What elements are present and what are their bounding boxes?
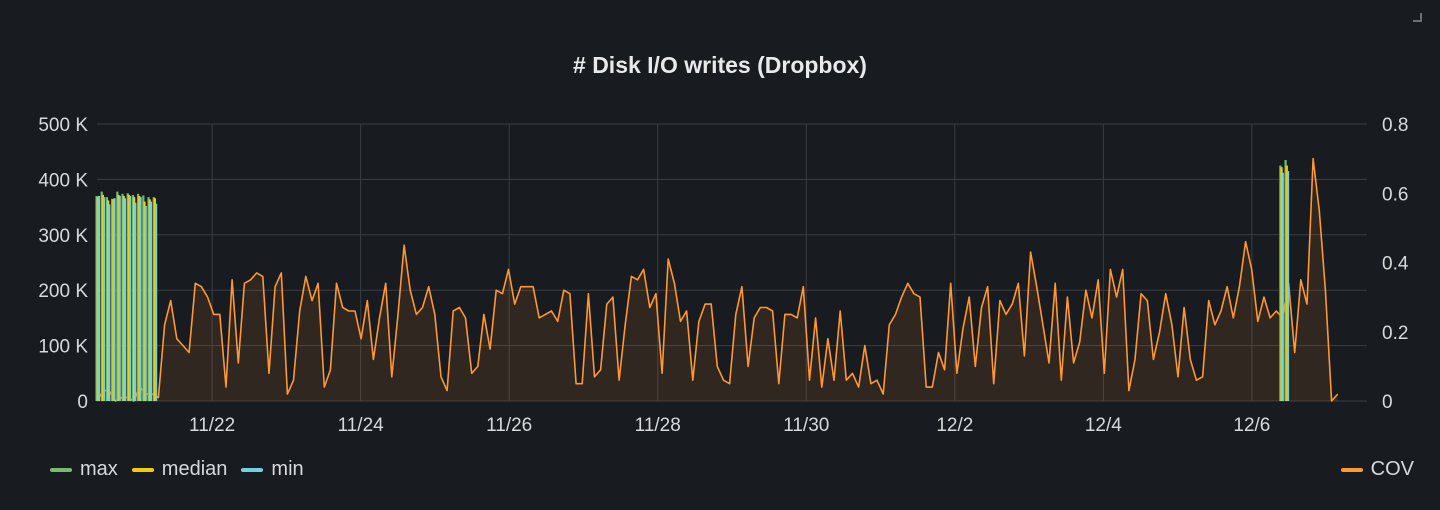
y-right-tick-label: 0.4 — [1382, 254, 1409, 275]
bar-min — [129, 196, 132, 401]
y-right-tick-label: 0.6 — [1382, 184, 1408, 205]
bar-min — [134, 202, 137, 401]
bar-min — [108, 204, 111, 401]
bar-min — [118, 196, 121, 401]
bar-max — [121, 193, 124, 401]
bar-max — [95, 196, 98, 401]
legend-item-max[interactable]: max — [50, 458, 118, 481]
legend-item-cov[interactable]: COV — [1340, 458, 1414, 481]
bar-min — [113, 198, 116, 401]
legend-label-max: max — [80, 458, 118, 480]
bar-max — [152, 197, 155, 401]
legend-swatch-cov — [1340, 467, 1363, 472]
bar-min — [139, 197, 142, 401]
bar-min — [123, 198, 127, 401]
x-tick-label: 12/2 — [936, 415, 973, 436]
legend-label-min: min — [271, 458, 304, 480]
bar-max — [111, 198, 114, 401]
bar-median — [1280, 167, 1283, 401]
panel-resize-icon[interactable] — [1412, 12, 1422, 22]
bar-min — [149, 201, 153, 401]
x-tick-label: 11/30 — [783, 415, 829, 436]
bar-median — [96, 197, 99, 401]
bar-median — [107, 200, 110, 401]
bar-median — [117, 194, 120, 401]
y-right-tick-label: 0.8 — [1382, 115, 1408, 136]
legend-item-median[interactable]: median — [131, 458, 228, 481]
bar-median — [101, 194, 105, 401]
x-tick-label: 11/24 — [338, 415, 385, 436]
y-right-tick-label: 0.2 — [1382, 323, 1408, 344]
cov-area — [97, 158, 1338, 401]
bar-median — [133, 197, 136, 401]
y-right-tick-label: 0 — [1382, 392, 1393, 413]
x-tick-label: 11/26 — [486, 415, 532, 436]
bar-median — [148, 199, 151, 401]
bar-median — [127, 194, 131, 401]
legend-right: COV — [1340, 458, 1414, 481]
cov-line — [96, 157, 1339, 402]
bar-max — [116, 191, 119, 401]
bar-max — [1279, 165, 1282, 401]
x-tick-label: 12/6 — [1233, 415, 1270, 436]
legend-swatch-max — [50, 467, 72, 472]
bar-min — [1286, 171, 1290, 401]
legend-swatch-min — [241, 467, 264, 472]
y-left-tick-label: 0 — [77, 392, 88, 413]
legend-label-cov: COV — [1370, 458, 1414, 480]
y-left-tick-label: 100 K — [38, 337, 88, 358]
bar-max — [100, 191, 103, 401]
bar-max — [1284, 160, 1287, 401]
y-left-tick-label: 200 K — [38, 281, 88, 302]
y-left-tick-label: 300 K — [38, 226, 88, 247]
bar-median — [122, 196, 125, 401]
bar-max — [142, 195, 145, 401]
legend-left: max median min — [50, 458, 304, 481]
bar-median — [112, 199, 115, 401]
x-tick-label: 12/4 — [1085, 415, 1122, 436]
bar-max — [137, 193, 140, 401]
bar-min — [103, 197, 106, 401]
legend-swatch-median — [131, 467, 154, 472]
bar-min — [1281, 172, 1284, 401]
bar-median — [1285, 165, 1288, 401]
bar-min — [97, 196, 101, 401]
bar-max — [126, 193, 129, 401]
bar-median — [143, 201, 146, 401]
legend-label-median: median — [161, 458, 228, 480]
panel-title: # Disk I/O writes (Dropbox) — [573, 52, 867, 78]
bar-max — [105, 197, 109, 401]
y-left-tick-label: 400 K — [38, 170, 88, 191]
bar-median — [153, 198, 157, 401]
x-tick-label: 11/28 — [635, 415, 681, 436]
bar-median — [138, 196, 141, 401]
y-left-tick-label: 500 K — [38, 115, 88, 136]
bar-min — [155, 203, 158, 401]
bar-min — [144, 205, 147, 401]
bar-max — [147, 197, 150, 401]
legend-item-min[interactable]: min — [241, 458, 304, 481]
bar-max — [131, 194, 135, 401]
x-tick-label: 11/22 — [189, 415, 235, 436]
